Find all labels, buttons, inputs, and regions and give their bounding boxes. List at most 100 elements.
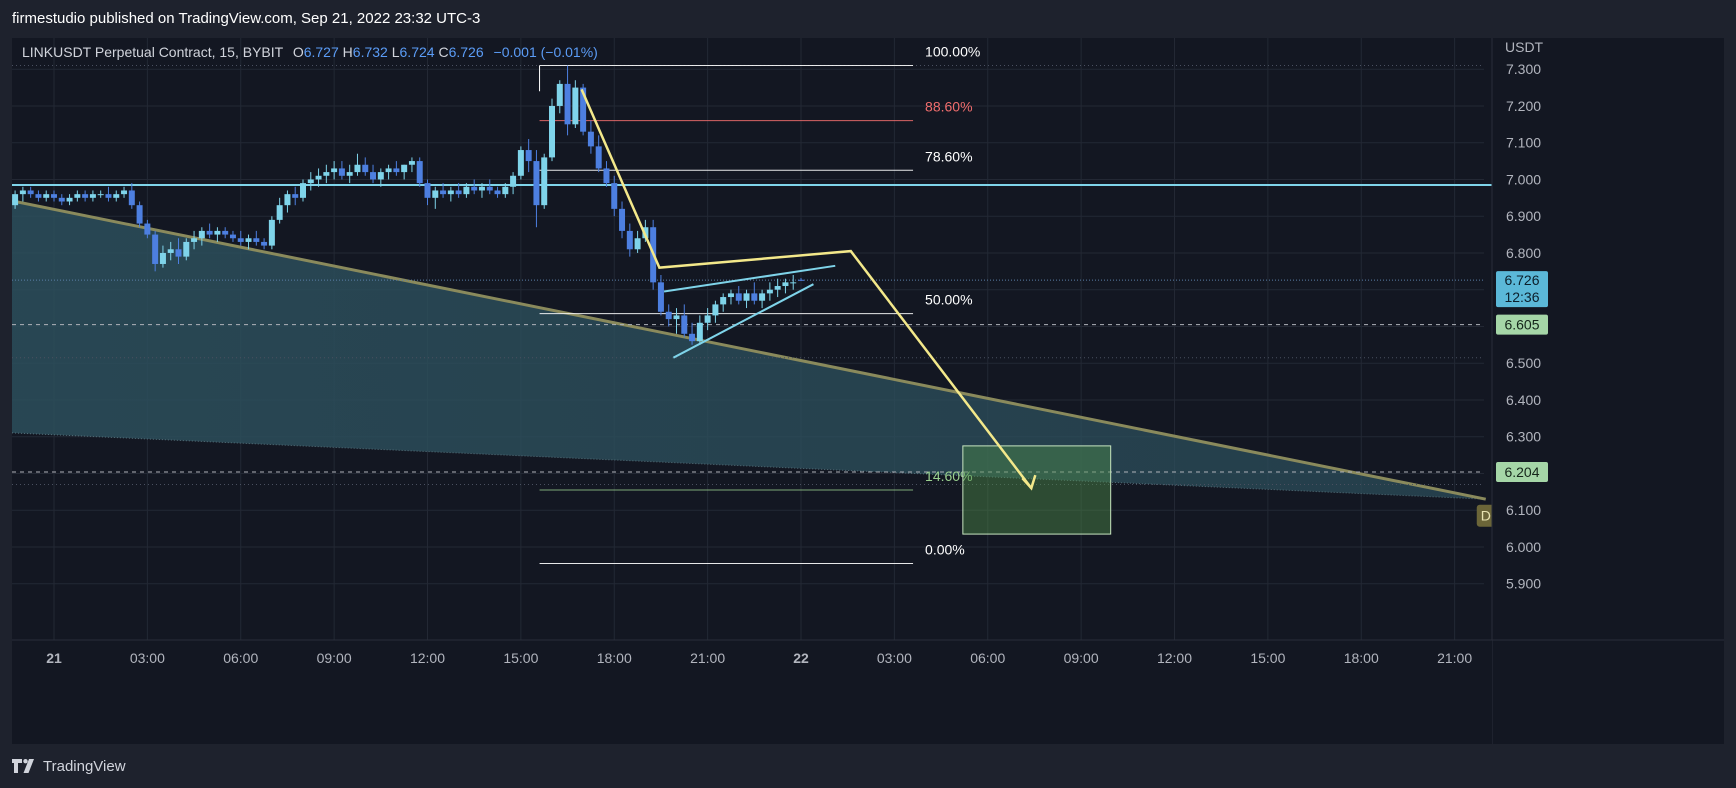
candle-body [790,282,797,284]
candle-body [525,150,532,162]
candle-body [704,315,711,323]
symbol-legend: LINKUSDT Perpetual Contract, 15, BYBIT O… [22,44,598,60]
price-tick-label: 6.500 [1506,355,1541,371]
candle-body [587,131,594,147]
candle-body [74,194,81,198]
low-label: L [391,44,400,60]
candle-body [300,183,306,198]
candle-body [549,105,555,158]
footer-bar [0,744,1736,788]
candle-body [82,194,89,198]
candle-body [626,230,633,250]
candle-body [580,87,587,132]
candle-body [159,252,166,264]
open-label: O [292,44,304,60]
candle-body [735,293,742,301]
candle-body [424,183,431,198]
fib-level-label: 14.60% [925,468,972,484]
event-marker[interactable] [1476,504,1495,527]
candle-body [486,186,493,191]
candle-body [751,293,758,301]
time-tick-label: 12:00 [410,650,445,666]
candle-body [603,168,610,184]
fib-level-label: 0.00% [925,541,965,557]
candle-body [502,186,509,195]
candle-body [183,241,190,257]
candle-body [798,279,804,281]
drawings[interactable]: D [580,88,1495,535]
tradingview-brand: TradingView [43,757,126,775]
candles [12,65,804,345]
candle-body [136,205,143,224]
candle-body [401,164,408,173]
time-tick-label: 06:00 [223,650,258,666]
price-chart[interactable]: 100.00% 88.60% 78.60% 50.00% 14.60% 0.00% D U… [12,38,1724,744]
candle-body [681,315,688,334]
candle-body [113,194,120,198]
high-label: H [342,44,353,60]
candle-body [323,172,330,176]
fib-level-label: 78.60% [925,148,972,164]
candle-body [657,282,664,312]
price-tick-label: 6.800 [1506,245,1541,261]
price-tick-label: 6.900 [1506,208,1541,224]
time-tick-label: 18:00 [1344,650,1379,666]
candle-body [619,208,626,231]
ohlc-values: O6.727 H6.732 L6.724 C6.726 [293,44,484,60]
candle-body [455,190,462,195]
candle-body [556,83,563,106]
candle-body [533,161,540,206]
candle-body [759,293,766,301]
time-tick-label: 21:00 [690,650,725,666]
candle-body [634,238,641,250]
target-zone-box[interactable] [962,445,1112,535]
descending-trendline[interactable] [12,199,1487,501]
candle-body [245,238,252,242]
candle-body [35,194,42,198]
candle-body [611,183,618,209]
candle-body [43,194,50,198]
candle-body [595,146,602,169]
candle-body [292,194,299,198]
fib-level-label: 100.00% [925,44,980,60]
chart-area[interactable]: 100.00% 88.60% 78.60% 50.00% 14.60% 0.00% D U… [12,38,1724,744]
price-tick-label: 6.300 [1506,429,1541,445]
candle-body [89,194,96,198]
wedge-lower-line[interactable] [672,283,814,359]
time-axis-bg [12,640,1492,744]
candle-body [774,286,781,290]
candle-body [377,172,384,180]
candle-body [463,186,470,195]
candle-body [478,186,485,191]
candle-body [237,238,244,242]
fib-level-label: 50.00% [925,292,972,308]
candle-body [276,205,283,220]
candle-body [307,179,314,184]
time-tick-label: 15:00 [1250,650,1285,666]
candle-body [354,164,361,173]
candle-body [720,297,727,305]
candle-body [338,168,345,176]
high-value: 6.732 [352,44,388,60]
candle-body [27,190,34,195]
time-tick-label: 22 [793,650,809,666]
descending-channel [12,199,1487,501]
candle-body [191,238,198,242]
candle-body [370,172,377,180]
candle-body [152,234,159,264]
candle-body [198,230,205,239]
time-tick-label: 21 [46,650,62,666]
candle-body [782,282,789,287]
time-tick-label: 18:00 [597,650,632,666]
candle-body [253,238,260,242]
fibonacci-retracement[interactable]: 100.00% 88.60% 78.60% 50.00% 14.60% 0.00% [539,44,981,564]
time-tick-label: 21:00 [1437,650,1472,666]
candle-body [665,311,672,320]
candle-body [284,194,291,206]
time-tick-label: 15:00 [503,650,538,666]
tradingview-logo[interactable]: TradingView [12,756,126,776]
last-price-badge [1496,271,1548,308]
candle-body [416,161,423,184]
wedge-upper-line[interactable] [663,264,836,293]
projection-path[interactable] [580,88,1033,489]
